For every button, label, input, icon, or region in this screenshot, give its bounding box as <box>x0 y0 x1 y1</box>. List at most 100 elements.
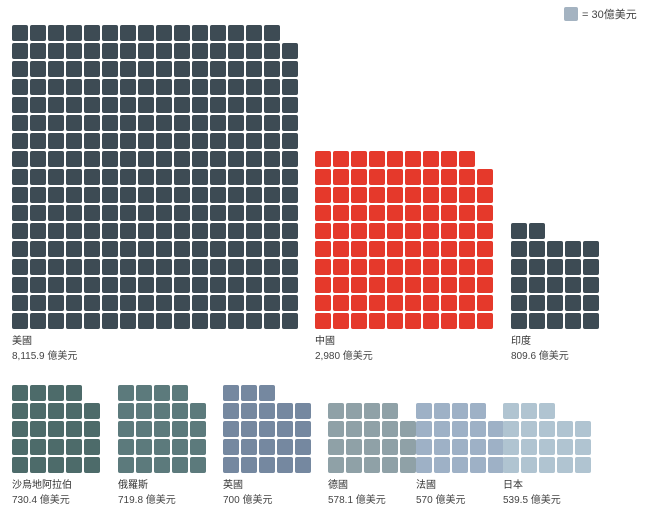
waffle-cell <box>84 457 100 473</box>
waffle-cell <box>503 421 519 437</box>
waffle-cell <box>333 277 349 293</box>
waffle-cell <box>190 421 206 437</box>
waffle-cell <box>459 295 475 311</box>
waffle-cell <box>30 43 46 59</box>
waffle-cell <box>48 79 64 95</box>
waffle-cell <box>102 313 118 329</box>
waffle-cell <box>48 277 64 293</box>
waffle-cell <box>210 241 226 257</box>
waffle-cell <box>66 313 82 329</box>
waffle-cell <box>511 241 527 257</box>
waffle-cell <box>277 439 293 455</box>
waffle-cell <box>223 385 239 401</box>
waffle-cell <box>138 79 154 95</box>
waffle-cell <box>333 295 349 311</box>
country-label: 德國 <box>328 478 348 491</box>
waffle-cell <box>84 115 100 131</box>
waffle-cell <box>30 97 46 113</box>
waffle-cell <box>351 295 367 311</box>
value-label: 700 億美元 <box>223 493 272 506</box>
waffle-cell <box>156 223 172 239</box>
waffle-cell <box>405 223 421 239</box>
waffle-cell <box>369 241 385 257</box>
waffle-cell <box>136 385 152 401</box>
waffle-cell <box>118 403 134 419</box>
waffle-cell <box>174 277 190 293</box>
waffle-cell <box>423 151 439 167</box>
waffle-cell <box>12 313 28 329</box>
waffle-cell <box>228 295 244 311</box>
waffle-cell <box>328 457 344 473</box>
waffle-cell <box>521 439 537 455</box>
waffle-cell <box>441 259 457 275</box>
waffle-cell <box>84 169 100 185</box>
waffle-cell <box>583 313 599 329</box>
waffle-cell <box>382 403 398 419</box>
waffle-cell <box>172 439 188 455</box>
waffle-cell <box>295 457 311 473</box>
waffle-cell <box>434 439 450 455</box>
value-label: 539.5 億美元 <box>503 493 561 506</box>
waffle-cell <box>192 43 208 59</box>
waffle-cell <box>387 169 403 185</box>
waffle-cell <box>228 61 244 77</box>
waffle-cell <box>66 223 82 239</box>
waffle-group: 德國 578.1 億美元 <box>328 403 416 506</box>
waffle-cell <box>405 295 421 311</box>
waffle-cell <box>120 133 136 149</box>
waffle-cell <box>210 115 226 131</box>
waffle-cell <box>547 241 563 257</box>
waffle-cell <box>315 187 331 203</box>
waffle-cell <box>174 97 190 113</box>
waffle-cell <box>174 79 190 95</box>
waffle-cell <box>470 439 486 455</box>
legend: = 30億美元 <box>564 7 637 21</box>
waffle-cell <box>264 187 280 203</box>
waffle-cell <box>174 25 190 41</box>
waffle-cell <box>423 241 439 257</box>
waffle-cell <box>477 169 493 185</box>
waffle-cell <box>102 79 118 95</box>
waffle-cell <box>441 187 457 203</box>
waffle-cell <box>30 187 46 203</box>
waffle-cell <box>12 403 28 419</box>
waffle-cell <box>369 169 385 185</box>
waffle-cell <box>246 97 262 113</box>
waffle-group: 俄羅斯 719.8 億美元 <box>118 385 206 506</box>
waffle-cell <box>477 313 493 329</box>
waffle-cell <box>48 457 64 473</box>
waffle-cell <box>459 259 475 275</box>
waffle-cell <box>333 223 349 239</box>
waffle-group: 法國 570 億美元 <box>416 403 504 506</box>
waffle-cell <box>192 259 208 275</box>
waffle-cell <box>48 259 64 275</box>
waffle-cell <box>156 169 172 185</box>
waffle-cell <box>452 421 468 437</box>
waffle-cell <box>66 439 82 455</box>
waffle-cell <box>12 223 28 239</box>
legend-swatch <box>564 7 578 21</box>
waffle-cell <box>84 241 100 257</box>
waffle-cell <box>459 169 475 185</box>
waffle-cell <box>441 295 457 311</box>
waffle-cell <box>405 205 421 221</box>
waffle-cell <box>228 97 244 113</box>
waffle-cell <box>423 187 439 203</box>
waffle-cell <box>565 259 581 275</box>
waffle-cell <box>264 241 280 257</box>
waffle-cell <box>346 439 362 455</box>
waffle-cell <box>228 277 244 293</box>
waffle-cell <box>423 277 439 293</box>
waffle-cell <box>259 421 275 437</box>
waffle-cell <box>192 187 208 203</box>
waffle-cell <box>210 187 226 203</box>
waffle-cell <box>210 277 226 293</box>
waffle-cell <box>48 403 64 419</box>
waffle-cell <box>138 151 154 167</box>
waffle-cell <box>583 259 599 275</box>
waffle-cell <box>346 421 362 437</box>
waffle-cell <box>48 151 64 167</box>
waffle-cell <box>12 241 28 257</box>
waffle-cell <box>174 115 190 131</box>
waffle-cell <box>333 313 349 329</box>
